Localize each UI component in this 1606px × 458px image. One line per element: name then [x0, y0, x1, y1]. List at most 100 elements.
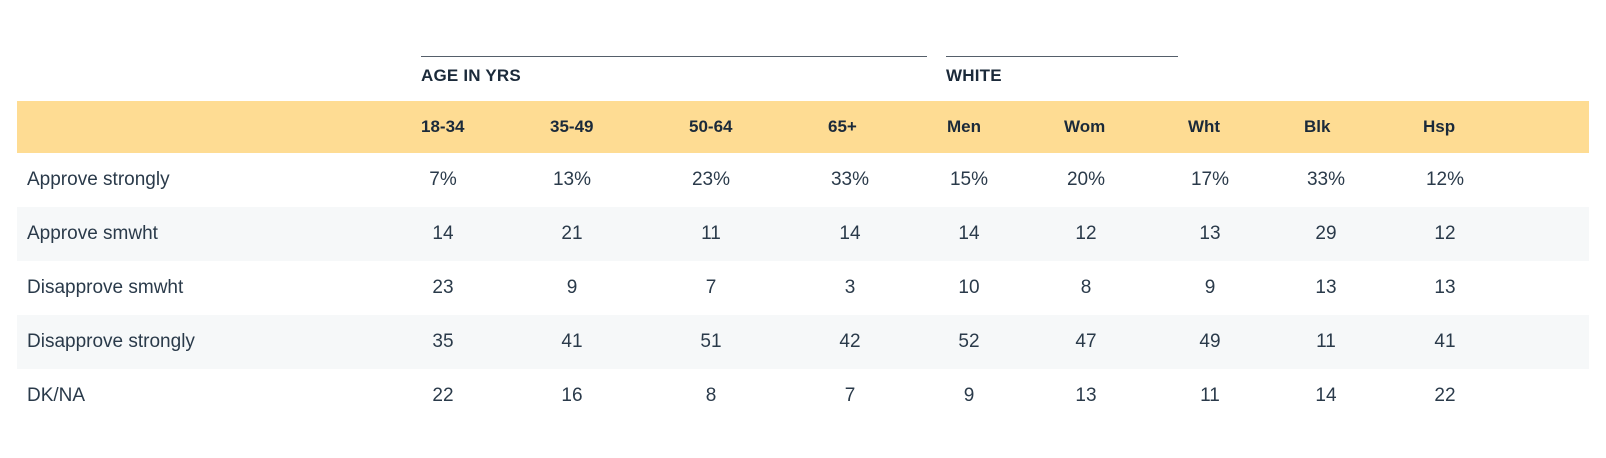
cell-value: 35: [432, 331, 454, 352]
table-cell: 23%: [689, 153, 828, 207]
cell-value: 7: [844, 385, 856, 406]
cell-value: 9: [963, 385, 975, 406]
table-cell: 13: [1064, 369, 1188, 423]
cell-value: 11: [1200, 385, 1220, 406]
cell-value: 8: [1080, 277, 1092, 298]
table-cell: 42: [828, 315, 947, 369]
cell-value: 9: [1204, 277, 1216, 298]
cell-value: 49: [1199, 331, 1221, 352]
cell-value: 23%: [691, 169, 731, 190]
cell-value: 8: [705, 385, 717, 406]
table-cell: 7: [689, 261, 828, 315]
cell-value: 20%: [1066, 169, 1106, 190]
table-cell: 13%: [550, 153, 689, 207]
cell-value: 42: [839, 331, 861, 352]
table-body: Approve strongly 7% 13% 23% 33% 15% 20% 17% 33% 1…: [17, 153, 1589, 423]
column-header: Wom: [1064, 117, 1106, 136]
table-cell: 13: [1304, 261, 1423, 315]
cell-value: 13: [1315, 277, 1337, 298]
table-cell: 11: [1188, 369, 1304, 423]
cell-value: 33%: [1306, 169, 1346, 190]
table-cell: 7: [828, 369, 947, 423]
table-cell: 20%: [1064, 153, 1188, 207]
cell-value: 14: [432, 223, 454, 244]
cell-value: 41: [561, 331, 583, 352]
cell-value: 11: [701, 223, 721, 244]
table-cell: 9: [1188, 261, 1304, 315]
table-cell: 13: [1188, 207, 1304, 261]
table-cell: 47: [1064, 315, 1188, 369]
cell-value: 12: [1075, 223, 1097, 244]
table-cell: 35: [421, 315, 550, 369]
table-cell: 33%: [1304, 153, 1423, 207]
table-cell: 9: [947, 369, 1064, 423]
table-cell: 49: [1188, 315, 1304, 369]
table-cell: 14: [828, 207, 947, 261]
table-cell: 14: [947, 207, 1064, 261]
table-cell: 11: [689, 207, 828, 261]
cell-value: 14: [958, 223, 980, 244]
group-rule-white: [946, 56, 1178, 57]
table-cell: 12: [1064, 207, 1188, 261]
cell-value: 41: [1434, 331, 1456, 352]
row-label: Disapprove smwht: [27, 277, 184, 298]
column-header: 65+: [828, 117, 857, 136]
table-cell: 17%: [1188, 153, 1304, 207]
table-cell: 8: [1064, 261, 1188, 315]
group-label-age: AGE IN YRS: [421, 66, 521, 85]
table-cell: 8: [689, 369, 828, 423]
table-row: Approve strongly 7% 13% 23% 33% 15% 20% 17% 33% 1…: [17, 153, 1589, 207]
table-cell: 15%: [947, 153, 1064, 207]
table-cell: 14: [421, 207, 550, 261]
column-header: Wht: [1188, 117, 1221, 136]
row-label: Approve smwht: [27, 223, 158, 244]
table-cell: 10: [947, 261, 1064, 315]
cell-value: 3: [844, 277, 856, 298]
table-cell: 22: [1423, 369, 1589, 423]
table-cell: 23: [421, 261, 550, 315]
cell-value: 23: [432, 277, 454, 298]
column-header: Hsp: [1423, 117, 1456, 136]
table-cell: 12: [1423, 207, 1589, 261]
row-label: Disapprove strongly: [27, 331, 195, 352]
table-cell: 41: [1423, 315, 1589, 369]
table-row: DK/NA 22 16 8 7 9 13 11 14 22: [17, 369, 1589, 423]
cell-value: 14: [1315, 385, 1337, 406]
cell-value: 33%: [830, 169, 870, 190]
row-label: Approve strongly: [27, 169, 170, 190]
cell-value: 12: [1434, 223, 1456, 244]
cell-value: 13: [1199, 223, 1221, 244]
cell-value: 10: [958, 277, 980, 298]
group-rule-age: [421, 56, 927, 57]
table-cell: 9: [550, 261, 689, 315]
cell-value: 14: [839, 223, 861, 244]
header-blank-cell: [17, 101, 421, 153]
table-row: Disapprove smwht 23 9 7 3 10 8 9 13 13: [17, 261, 1589, 315]
cell-value: 29: [1315, 223, 1337, 244]
cell-value: 13: [1075, 385, 1097, 406]
cell-value: 7: [705, 277, 717, 298]
column-header: 18-34: [421, 117, 465, 136]
table-cell: 22: [421, 369, 550, 423]
table-cell: 52: [947, 315, 1064, 369]
table-cell: 21: [550, 207, 689, 261]
cell-value: 11: [1316, 331, 1336, 352]
table-cell: 29: [1304, 207, 1423, 261]
table-cell: 7%: [421, 153, 550, 207]
column-header: Blk: [1304, 117, 1331, 136]
table-cell: 51: [689, 315, 828, 369]
table-cell: 41: [550, 315, 689, 369]
table-cell: 11: [1304, 315, 1423, 369]
cell-value: 13%: [552, 169, 592, 190]
cell-value: 17%: [1190, 169, 1230, 190]
row-label: DK/NA: [27, 385, 86, 406]
table-cell: 14: [1304, 369, 1423, 423]
cell-value: 21: [561, 223, 583, 244]
header-row: 18-34 35-49 50-64 65+ Men Wom Wht Blk Hs…: [17, 101, 1589, 153]
cell-value: 13: [1434, 277, 1456, 298]
column-header: Men: [947, 117, 981, 136]
column-header: 50-64: [689, 117, 733, 136]
cell-value: 22: [432, 385, 454, 406]
table-cell: 33%: [828, 153, 947, 207]
table-cell: 12%: [1423, 153, 1589, 207]
